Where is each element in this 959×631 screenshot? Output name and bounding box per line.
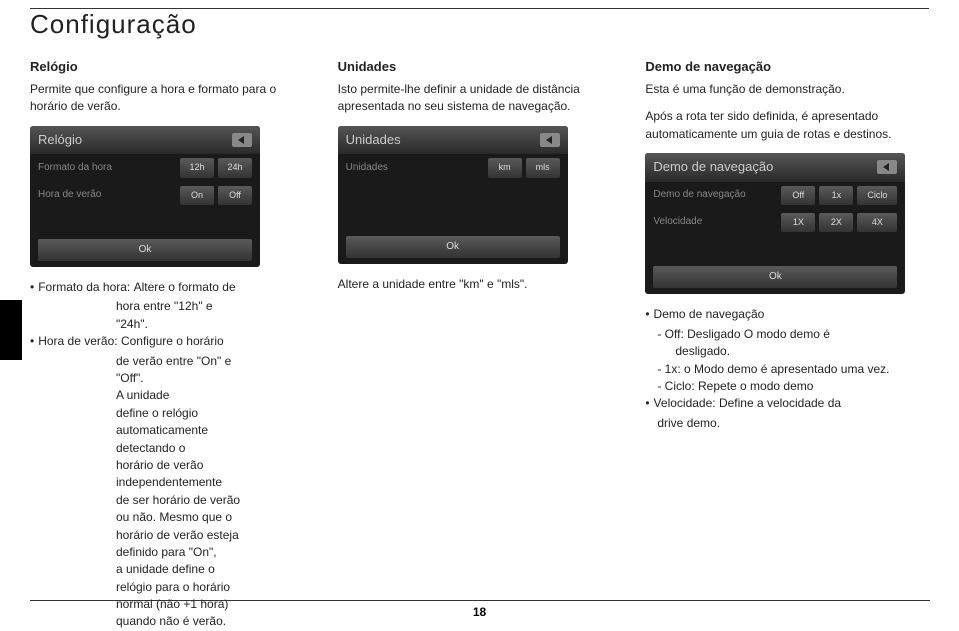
back-icon[interactable] [232,133,252,147]
demo-desc2: Após a rota ter sido definida, é apresen… [645,108,929,143]
bullet-dot: • [645,395,649,412]
relogio-heading: Relógio [30,58,314,77]
back-icon[interactable] [540,133,560,147]
demo-bullets: • Demo de navegação - Off: Desligado O m… [645,306,929,432]
device-title: Relógio [38,131,82,150]
btn-ciclo[interactable]: Ciclo [857,186,897,205]
device-row: Unidades km mls [338,154,568,181]
bullet-text: detectando o [30,440,314,457]
bullet-text: "Off". [30,370,314,387]
bullet-dot: • [30,333,34,350]
back-icon[interactable] [877,160,897,174]
bullet-text: - 1x: o Modo demo é apresentado uma vez. [645,361,929,378]
row-label: Velocidade [653,215,777,230]
btn-2X[interactable]: 2X [819,213,853,232]
bullet-text: drive demo. [645,415,929,432]
bullet-text: independentemente [30,474,314,491]
bullet-text: definido para "On", [30,544,314,561]
bullet-dot: • [645,306,649,323]
bullet-term: Formato da hora: [38,279,130,296]
bullet-text: de verão entre "On" e [30,353,314,370]
bullet-term: Demo de navegação [654,306,765,323]
side-tab-marker [0,300,22,360]
bullet-text: - Ciclo: Repete o modo demo [645,378,929,395]
bullet-text: Configure o horário [121,333,224,350]
bullet-text: Altere o formato de [134,279,236,296]
btn-off[interactable]: Off [781,186,815,205]
page-title: Configuração [30,8,929,40]
column-unidades: Unidades Isto permite-lhe definir a unid… [338,58,622,631]
bullet-text: define o relógio [30,405,314,422]
demo-heading: Demo de navegação [645,58,929,77]
device-row: Hora de verão On Off [30,182,260,209]
btn-1x[interactable]: 1x [819,186,853,205]
device-header: Unidades [338,126,568,155]
bullet-text: relógio para o horário [30,579,314,596]
bullet-text: A unidade [30,387,314,404]
bullet-text: ou não. Mesmo que o [30,509,314,526]
bullet-text: hora entre "12h" e [30,298,314,315]
ok-button[interactable]: Ok [346,236,560,259]
row-label: Hora de verão [38,188,176,203]
btn-4X[interactable]: 4X [857,213,897,232]
btn-24h[interactable]: 24h [218,158,252,177]
btn-on[interactable]: On [180,186,214,205]
device-title: Unidades [346,131,401,150]
device-row: Demo de navegação Off 1x Ciclo [645,182,905,209]
demo-desc1: Esta é uma função de demonstração. [645,81,929,98]
bullet-text: horário de verão esteja [30,527,314,544]
device-title: Demo de navegação [653,158,773,177]
btn-1X[interactable]: 1X [781,213,815,232]
bullet-text: horário de verão [30,457,314,474]
relogio-desc: Permite que configure a hora e formato p… [30,81,314,116]
bullet-text: - Off: Desligado O modo demo é [645,326,929,343]
ok-button[interactable]: Ok [38,239,252,262]
bullet-text: "24h". [30,316,314,333]
bullet-text: Define a velocidade da [719,395,841,412]
bullet-term: Hora de verão: [38,333,117,350]
row-label: Unidades [346,161,484,176]
device-header: Relógio [30,126,260,155]
column-relogio: Relógio Permite que configure a hora e f… [30,58,314,631]
unidades-heading: Unidades [338,58,622,77]
bullet-text: desligado. [645,343,929,360]
btn-mls[interactable]: mls [526,158,560,177]
btn-12h[interactable]: 12h [180,158,214,177]
ok-button[interactable]: Ok [653,266,897,289]
btn-km[interactable]: km [488,158,522,177]
bullet-text: a unidade define o [30,561,314,578]
page-number: 18 [30,600,930,619]
relogio-bullets: • Formato da hora: Altere o formato de h… [30,279,314,631]
row-label: Formato da hora [38,161,176,176]
device-row: Formato da hora 12h 24h [30,154,260,181]
unidades-device-widget: Unidades Unidades km mls Ok [338,126,568,264]
bullet-text: automaticamente [30,422,314,439]
column-demo: Demo de navegação Esta é uma função de d… [645,58,929,631]
unidades-desc: Isto permite-lhe definir a unidade de di… [338,81,622,116]
device-header: Demo de navegação [645,153,905,182]
bullet-dot: • [30,279,34,296]
content-columns: Relógio Permite que configure a hora e f… [30,58,929,631]
bullet-text: de ser horário de verão [30,492,314,509]
row-label: Demo de navegação [653,188,777,203]
device-row: Velocidade 1X 2X 4X [645,209,905,236]
relogio-device-widget: Relógio Formato da hora 12h 24h Hora de … [30,126,260,267]
unidades-instruction: Altere a unidade entre "km" e "mls". [338,276,622,293]
bullet-term: Velocidade: [654,395,716,412]
demo-device-widget: Demo de navegação Demo de navegação Off … [645,153,905,294]
btn-off[interactable]: Off [218,186,252,205]
